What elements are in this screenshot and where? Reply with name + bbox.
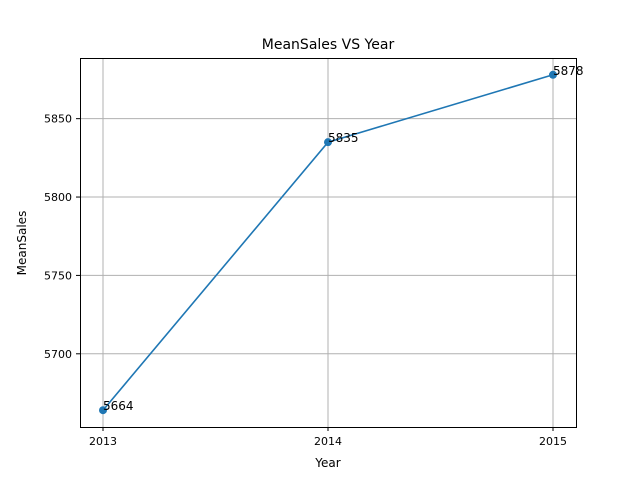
- x-tick-label: 2015: [539, 435, 567, 448]
- y-tick-label: 5750: [44, 269, 72, 282]
- x-axis-label: Year: [314, 456, 340, 470]
- data-label: 5835: [328, 131, 359, 145]
- y-tick-label: 5850: [44, 113, 72, 126]
- y-axis-ticks: 5700 5750 5800 5850: [44, 113, 80, 361]
- data-label: 5664: [103, 399, 134, 413]
- data-point: [549, 70, 557, 79]
- data-point: [324, 138, 332, 147]
- data-point: [99, 406, 107, 415]
- x-axis-ticks: 2013 2014 2015: [89, 427, 567, 448]
- x-tick-label: 2013: [89, 435, 117, 448]
- series-group: 5664 5835 5878: [99, 64, 584, 415]
- y-tick-label: 5800: [44, 191, 72, 204]
- chart-title: MeanSales VS Year: [262, 37, 395, 53]
- y-tick-label: 5700: [44, 348, 72, 361]
- data-label: 5878: [553, 64, 584, 78]
- x-tick-label: 2014: [314, 435, 342, 448]
- y-axis-label: MeanSales: [15, 211, 29, 276]
- grid: [80, 58, 576, 427]
